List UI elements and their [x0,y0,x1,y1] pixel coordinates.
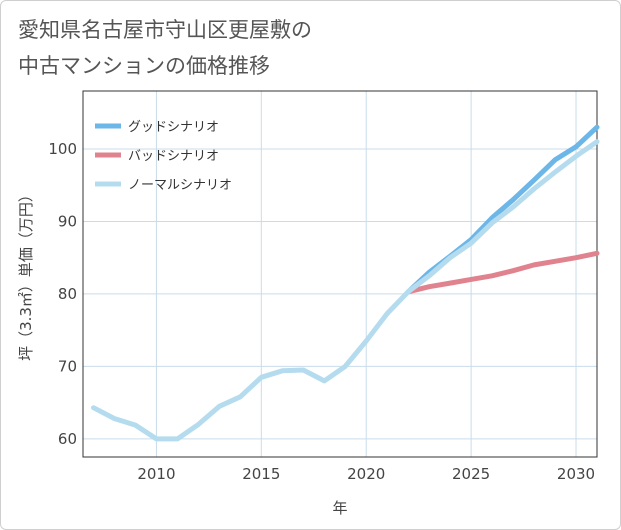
grid [83,91,597,457]
tick-labels: 2010 2015 2020 2025 2030 60 70 80 90 100 [48,140,595,483]
x-tick-label: 2020 [347,465,385,483]
x-tick-label: 2015 [242,465,280,483]
y-axis-title: 坪（3.3㎡）単価（万円） [17,187,35,361]
y-tick-label: 100 [48,140,77,158]
y-tick-label: 70 [58,357,77,375]
y-tick-label: 90 [58,212,77,230]
legend-label: グッドシナリオ [128,120,219,135]
legend-label: バッドシナリオ [128,149,219,164]
y-tick-label: 60 [58,430,77,448]
x-tick-label: 2025 [452,465,490,483]
series-line-1 [405,250,600,295]
y-tick-label: 80 [58,285,77,303]
x-tick-label: 2030 [557,465,595,483]
chart-title: 愛知県名古屋市守山区更屋敷の 中古マンションの価格推移 [18,18,312,78]
legend-label: ノーマルシナリオ [128,178,232,193]
series-line-2 [91,139,600,442]
series-lines [91,124,600,442]
x-axis-title: 年 [332,499,347,517]
plot-area [82,90,598,458]
x-tick-label: 2010 [137,465,175,483]
